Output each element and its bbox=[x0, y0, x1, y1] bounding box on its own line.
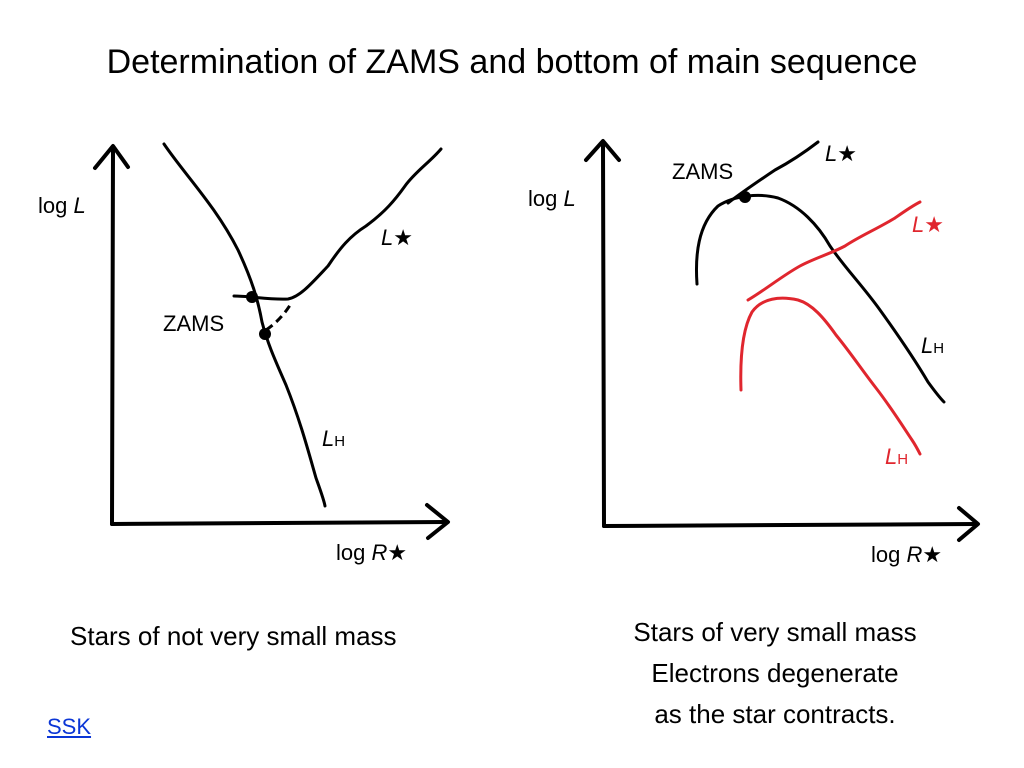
left-lh-label: LH bbox=[322, 426, 345, 451]
right-caption: Stars of very small mass Electrons degen… bbox=[590, 612, 960, 735]
right-y-axis bbox=[601, 144, 606, 528]
left-dashed-link bbox=[265, 301, 294, 332]
right-black-lh-label: LH bbox=[921, 333, 944, 358]
right-red-lh-curve bbox=[739, 296, 922, 456]
left-y-axis bbox=[110, 148, 115, 526]
left-lh-curve bbox=[162, 142, 327, 508]
left-x-axis bbox=[110, 520, 448, 526]
left-lstar-label: L★ bbox=[381, 225, 413, 250]
right-red-lstar-label: L★ bbox=[912, 212, 944, 237]
right-black-lh-curve bbox=[694, 193, 946, 404]
left-zams-dot bbox=[259, 328, 271, 340]
left-caption: Stars of not very small mass bbox=[70, 621, 397, 651]
left-x-axis-label: log R★ bbox=[336, 540, 407, 565]
slide-title: Determination of ZAMS and bottom of main… bbox=[106, 43, 918, 81]
right-zams-dot bbox=[739, 191, 751, 203]
right-red-lstar-curve bbox=[746, 200, 922, 302]
left-lstar-curve bbox=[232, 147, 443, 301]
right-y-axis-label: log L bbox=[528, 186, 576, 211]
left-x-axis-arrowhead bbox=[425, 503, 450, 540]
right-diagram: log L log R★ ZAMS L★ LH L★ LH bbox=[528, 139, 980, 567]
right-y-axis-arrowhead bbox=[584, 139, 621, 162]
right-caption-line-1: Stars of very small mass bbox=[633, 617, 917, 647]
right-x-axis-arrowhead bbox=[957, 506, 980, 542]
left-zams-label: ZAMS bbox=[163, 311, 224, 336]
right-zams-label: ZAMS bbox=[672, 159, 733, 184]
ssk-link[interactable]: SSK bbox=[47, 714, 92, 739]
right-x-axis-label: log R★ bbox=[871, 542, 942, 567]
left-upper-dot bbox=[246, 291, 258, 303]
right-x-axis bbox=[602, 522, 978, 528]
right-caption-line-3: as the star contracts. bbox=[654, 699, 896, 729]
right-caption-line-2: Electrons degenerate bbox=[651, 658, 899, 688]
right-red-lh-label: LH bbox=[885, 444, 908, 469]
left-diagram: log L log R★ ZAMS L★ LH bbox=[38, 142, 450, 565]
left-y-axis-label: log L bbox=[38, 193, 86, 218]
left-y-axis-arrowhead bbox=[93, 144, 130, 170]
right-black-lstar-label: L★ bbox=[825, 141, 857, 166]
